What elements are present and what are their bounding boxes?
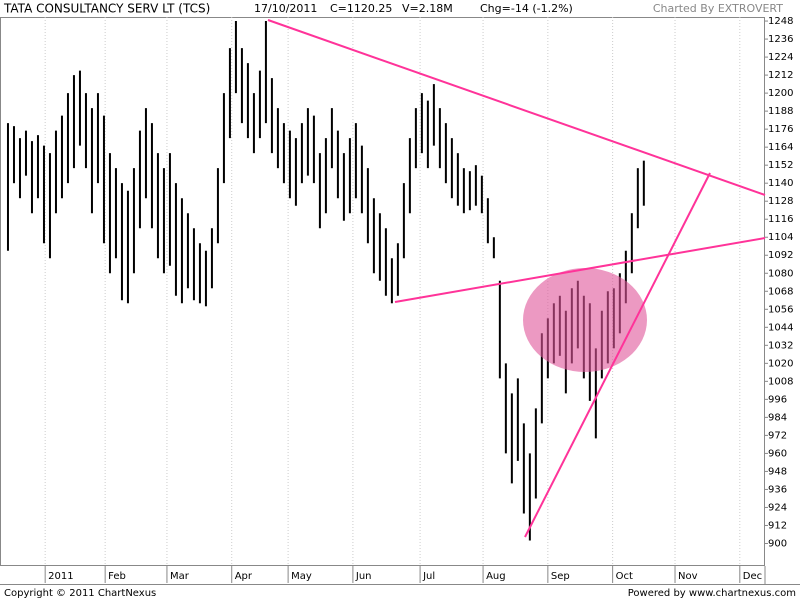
y-tick-label: 948 xyxy=(768,466,787,477)
y-tick-label: 1092 xyxy=(768,250,793,261)
y-tick-label: 1008 xyxy=(768,376,793,387)
volume: V=2.18M xyxy=(402,2,453,15)
y-tick-label: 1236 xyxy=(768,34,793,45)
x-tick-label: Dec xyxy=(743,571,762,582)
y-tick-label: 972 xyxy=(768,430,787,441)
y-tick-label: 1104 xyxy=(768,232,793,243)
plot-frame xyxy=(0,17,765,566)
close: C=1120.25 xyxy=(330,2,392,15)
trend-line xyxy=(524,172,711,538)
y-tick-label: 1224 xyxy=(768,52,793,63)
y-tick-label: 912 xyxy=(768,520,787,531)
y-tick-label: 984 xyxy=(768,412,787,423)
highlight-ellipse xyxy=(523,268,647,372)
y-tick-label: 1044 xyxy=(768,322,793,333)
x-tick-label: Jul xyxy=(422,571,435,582)
x-tick-label: Apr xyxy=(235,571,253,582)
x-tick-label: Aug xyxy=(486,571,506,582)
y-tick-label: 1032 xyxy=(768,340,793,351)
date: 17/10/2011 xyxy=(254,2,317,15)
y-tick-label: 1080 xyxy=(768,268,793,279)
credit: Charted By EXTROVERT xyxy=(653,2,783,15)
y-tick-label: 1164 xyxy=(768,142,793,153)
y-tick-label: 1128 xyxy=(768,196,793,207)
x-tick-label: 2011 xyxy=(48,571,73,582)
y-tick-label: 924 xyxy=(768,502,787,513)
y-tick-label: 1248 xyxy=(768,16,793,27)
x-tick-label: Jun xyxy=(355,571,372,582)
x-tick-label: Feb xyxy=(108,571,126,582)
change: Chg=-14 (-1.2%) xyxy=(480,2,573,15)
y-tick-label: 1020 xyxy=(768,358,793,369)
powered-by: Powered by www.chartnexus.com xyxy=(628,588,796,599)
y-tick-label: 1176 xyxy=(768,124,793,135)
trend-line xyxy=(267,19,766,196)
y-tick-label: 1212 xyxy=(768,70,793,81)
y-tick-label: 1116 xyxy=(768,214,793,225)
y-tick-label: 1068 xyxy=(768,286,793,297)
y-tick-label: 1140 xyxy=(768,178,793,189)
x-tick-label: Oct xyxy=(616,571,633,582)
chart-title: TATA CONSULTANCY SERV LT (TCS) xyxy=(3,2,210,16)
x-tick-label: May xyxy=(291,571,312,582)
annotations xyxy=(267,19,766,538)
x-tick-label: Nov xyxy=(678,571,698,582)
y-tick-label: 1200 xyxy=(768,88,793,99)
y-tick-label: 1152 xyxy=(768,160,793,171)
x-tick-label: Mar xyxy=(170,571,190,582)
y-tick-label: 936 xyxy=(768,484,787,495)
y-tick-label: 900 xyxy=(768,538,787,549)
y-tick-label: 960 xyxy=(768,448,787,459)
y-tick-label: 1188 xyxy=(768,106,793,117)
y-tick-label: 996 xyxy=(768,394,787,405)
copyright: Copyright © 2011 ChartNexus xyxy=(4,588,156,599)
trend-line xyxy=(394,237,766,303)
y-tick-label: 1056 xyxy=(768,304,793,315)
x-tick-label: Sep xyxy=(551,571,570,582)
